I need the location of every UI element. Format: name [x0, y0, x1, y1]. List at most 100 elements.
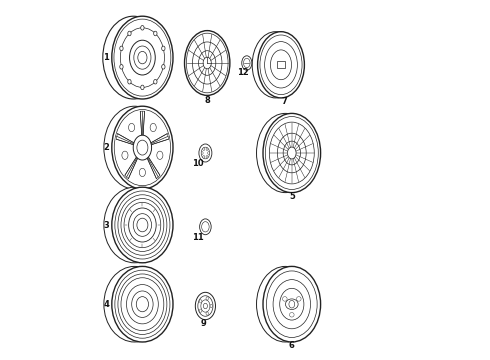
Ellipse shape [265, 42, 297, 88]
Ellipse shape [257, 266, 314, 342]
Ellipse shape [134, 46, 151, 69]
Ellipse shape [196, 292, 216, 320]
Ellipse shape [280, 288, 304, 320]
Ellipse shape [206, 148, 208, 150]
Ellipse shape [141, 26, 144, 30]
Ellipse shape [118, 274, 167, 334]
Ellipse shape [270, 122, 314, 184]
Ellipse shape [129, 208, 156, 242]
Ellipse shape [208, 152, 210, 154]
Ellipse shape [112, 16, 173, 99]
Ellipse shape [121, 28, 165, 87]
Ellipse shape [206, 297, 208, 300]
Ellipse shape [162, 64, 165, 69]
Text: 4: 4 [103, 300, 109, 309]
Ellipse shape [265, 117, 318, 189]
Ellipse shape [128, 31, 131, 36]
Text: 9: 9 [201, 320, 206, 328]
Text: 11: 11 [192, 233, 204, 242]
Ellipse shape [132, 291, 153, 318]
Ellipse shape [118, 195, 167, 255]
Ellipse shape [115, 270, 170, 338]
Ellipse shape [162, 46, 165, 51]
Ellipse shape [129, 40, 155, 75]
Ellipse shape [121, 198, 164, 251]
Text: 2: 2 [103, 143, 109, 152]
Ellipse shape [199, 309, 202, 312]
Ellipse shape [141, 85, 144, 90]
Ellipse shape [133, 135, 151, 160]
Ellipse shape [270, 50, 292, 80]
Ellipse shape [128, 80, 131, 84]
Ellipse shape [154, 80, 157, 84]
Polygon shape [148, 134, 169, 146]
Ellipse shape [289, 300, 294, 308]
Ellipse shape [258, 32, 304, 98]
Ellipse shape [112, 106, 173, 189]
Ellipse shape [201, 147, 210, 159]
Ellipse shape [257, 113, 314, 193]
Text: 5: 5 [289, 192, 295, 201]
Text: 1: 1 [103, 53, 109, 62]
Ellipse shape [133, 213, 151, 237]
Ellipse shape [128, 123, 135, 132]
Polygon shape [116, 134, 137, 146]
Ellipse shape [206, 312, 208, 315]
Ellipse shape [199, 300, 202, 303]
Ellipse shape [244, 58, 250, 68]
Text: 7: 7 [282, 97, 288, 106]
Ellipse shape [202, 222, 209, 232]
Polygon shape [146, 154, 160, 179]
Ellipse shape [185, 31, 230, 95]
Ellipse shape [104, 187, 165, 263]
Ellipse shape [114, 109, 171, 186]
Ellipse shape [104, 266, 165, 342]
Ellipse shape [290, 312, 294, 317]
Ellipse shape [136, 297, 148, 312]
Ellipse shape [263, 266, 320, 342]
Ellipse shape [252, 32, 299, 98]
Ellipse shape [104, 106, 165, 189]
Ellipse shape [242, 56, 252, 70]
Ellipse shape [154, 31, 157, 36]
Ellipse shape [296, 297, 301, 301]
Ellipse shape [137, 218, 148, 232]
Ellipse shape [115, 191, 170, 259]
Ellipse shape [283, 297, 287, 301]
Ellipse shape [199, 144, 212, 162]
Ellipse shape [203, 156, 205, 158]
Ellipse shape [201, 300, 210, 312]
Ellipse shape [260, 35, 302, 95]
Ellipse shape [150, 123, 156, 132]
Ellipse shape [139, 168, 146, 177]
Ellipse shape [114, 19, 171, 96]
Ellipse shape [199, 219, 211, 235]
FancyBboxPatch shape [277, 62, 285, 68]
Ellipse shape [186, 33, 228, 93]
Ellipse shape [206, 156, 208, 158]
Ellipse shape [120, 64, 123, 69]
Ellipse shape [203, 303, 207, 309]
Ellipse shape [138, 51, 147, 64]
Text: 8: 8 [204, 96, 210, 105]
Ellipse shape [203, 148, 205, 150]
Ellipse shape [121, 278, 164, 330]
Ellipse shape [198, 296, 213, 316]
Ellipse shape [286, 299, 298, 310]
Ellipse shape [273, 280, 311, 329]
Ellipse shape [210, 304, 213, 308]
Ellipse shape [126, 284, 158, 324]
Text: 10: 10 [192, 159, 203, 168]
Text: 12: 12 [237, 68, 249, 77]
Ellipse shape [120, 46, 123, 51]
Text: 6: 6 [288, 341, 294, 350]
Ellipse shape [201, 152, 203, 154]
Ellipse shape [137, 140, 148, 155]
Text: 3: 3 [103, 220, 109, 230]
Ellipse shape [112, 187, 173, 263]
Ellipse shape [112, 266, 173, 342]
Ellipse shape [124, 202, 161, 248]
Ellipse shape [267, 271, 317, 337]
Polygon shape [140, 111, 145, 139]
Polygon shape [125, 154, 139, 179]
